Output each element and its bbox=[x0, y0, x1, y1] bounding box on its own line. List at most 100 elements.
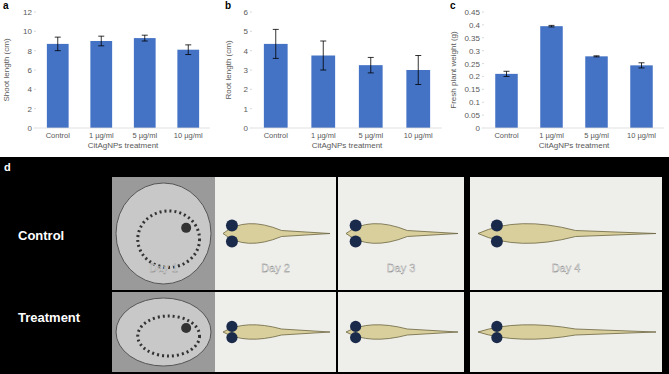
photo-bg bbox=[112, 292, 215, 372]
x-axis bbox=[484, 128, 664, 129]
error-cap bbox=[639, 62, 645, 63]
panel-label: b bbox=[225, 0, 231, 11]
eye bbox=[226, 332, 237, 343]
column-label: Day 3 bbox=[387, 262, 416, 274]
eye bbox=[350, 332, 361, 343]
y-tick bbox=[34, 70, 36, 71]
bar-chart: c00.050.10.150.20.250.30.350.40.45Fresh … bbox=[449, 0, 664, 150]
photo bbox=[112, 177, 215, 290]
y-tick-label: 0.25 bbox=[464, 60, 480, 69]
photo-bg bbox=[338, 292, 464, 372]
eye bbox=[491, 220, 503, 232]
error-cap bbox=[415, 55, 421, 56]
error-cap bbox=[549, 25, 555, 26]
y-tick-label: 1 bbox=[244, 105, 249, 114]
eye bbox=[226, 220, 238, 232]
x-axis bbox=[252, 128, 442, 129]
photo-bg bbox=[112, 177, 215, 290]
x-tick-label: 10 µg/ml bbox=[627, 131, 656, 140]
y-tick bbox=[482, 37, 484, 38]
x-tick-label: 1 µg/ml bbox=[539, 131, 564, 140]
error-stem bbox=[641, 63, 642, 68]
x-tick-label: 1 µg/ml bbox=[311, 131, 336, 140]
x-axis-label: CitAgNPs treatment bbox=[88, 141, 159, 150]
column-label: Day 1 bbox=[149, 262, 178, 274]
x-axis bbox=[36, 128, 210, 129]
bar-chart: b0123456Root length (cm)Control1 µg/ml5 … bbox=[224, 0, 442, 150]
error-bar bbox=[98, 36, 104, 46]
eye bbox=[350, 220, 362, 232]
error-bar bbox=[142, 35, 148, 41]
y-tick-label: 0 bbox=[28, 124, 33, 133]
photo-bg bbox=[470, 292, 662, 372]
plot-area bbox=[47, 35, 199, 128]
eye bbox=[491, 321, 502, 332]
y-tick bbox=[482, 50, 484, 51]
column-label: Day 2 bbox=[261, 262, 290, 274]
larva bbox=[223, 224, 330, 244]
error-cap bbox=[55, 50, 61, 51]
error-bar bbox=[55, 37, 61, 51]
y-tick-label: 0.05 bbox=[464, 111, 480, 120]
error-cap bbox=[98, 36, 104, 37]
panel-label: a bbox=[3, 0, 9, 11]
error-stem bbox=[506, 71, 507, 76]
y-tick-label: 6 bbox=[28, 66, 33, 75]
error-cap bbox=[98, 45, 104, 46]
panel-label: d bbox=[4, 161, 11, 173]
error-cap bbox=[185, 54, 191, 55]
y-tick-label: 0.4 bbox=[469, 21, 481, 30]
error-bar bbox=[415, 56, 421, 85]
y-tick-label: 8 bbox=[28, 47, 33, 56]
error-cap bbox=[273, 58, 279, 59]
error-stem bbox=[323, 41, 324, 70]
error-stem bbox=[188, 45, 189, 55]
eye bbox=[491, 235, 503, 247]
error-cap bbox=[504, 76, 510, 77]
bar-chart: a024681012Shoot length (cm)Control1 µg/m… bbox=[2, 0, 210, 150]
error-stem bbox=[370, 57, 371, 72]
error-bar bbox=[273, 29, 279, 58]
bar bbox=[359, 65, 383, 128]
x-tick-label: Control bbox=[494, 131, 519, 140]
x-axis-label: CitAgNPs treatment bbox=[539, 141, 610, 150]
y-tick bbox=[250, 108, 252, 109]
error-bar bbox=[368, 57, 374, 72]
y-tick bbox=[34, 89, 36, 90]
x-tick-label: 5 µg/ml bbox=[132, 131, 157, 140]
y-tick bbox=[250, 12, 252, 13]
y-tick-label: 0.15 bbox=[464, 85, 480, 94]
y-tick-label: 4 bbox=[244, 47, 249, 56]
error-bar bbox=[320, 41, 326, 70]
larva bbox=[478, 224, 656, 244]
bar bbox=[585, 56, 608, 128]
error-stem bbox=[57, 37, 58, 51]
photo bbox=[470, 292, 662, 372]
error-bar bbox=[594, 56, 600, 57]
error-cap bbox=[415, 84, 421, 85]
embryo bbox=[138, 211, 200, 268]
bar bbox=[177, 50, 199, 128]
row-label: Control bbox=[18, 228, 64, 243]
error-stem bbox=[418, 56, 419, 85]
eye bbox=[350, 235, 362, 247]
error-cap bbox=[368, 57, 374, 58]
larva bbox=[346, 224, 458, 244]
eye bbox=[491, 332, 502, 343]
photo bbox=[470, 177, 662, 290]
error-bar bbox=[639, 63, 645, 68]
eye bbox=[181, 323, 191, 333]
y-tick-label: 0 bbox=[476, 124, 481, 133]
error-cap bbox=[142, 35, 148, 36]
y-axis-label: Shoot length (cm) bbox=[2, 38, 11, 101]
y-tick bbox=[34, 31, 36, 32]
photo bbox=[338, 177, 464, 290]
eye bbox=[226, 235, 238, 247]
y-tick-label: 2 bbox=[28, 105, 33, 114]
embryo-chorion bbox=[116, 183, 211, 284]
y-tick bbox=[34, 128, 36, 129]
error-bar bbox=[504, 71, 510, 76]
y-tick bbox=[482, 63, 484, 64]
embryo bbox=[138, 316, 200, 356]
error-cap bbox=[368, 72, 374, 73]
